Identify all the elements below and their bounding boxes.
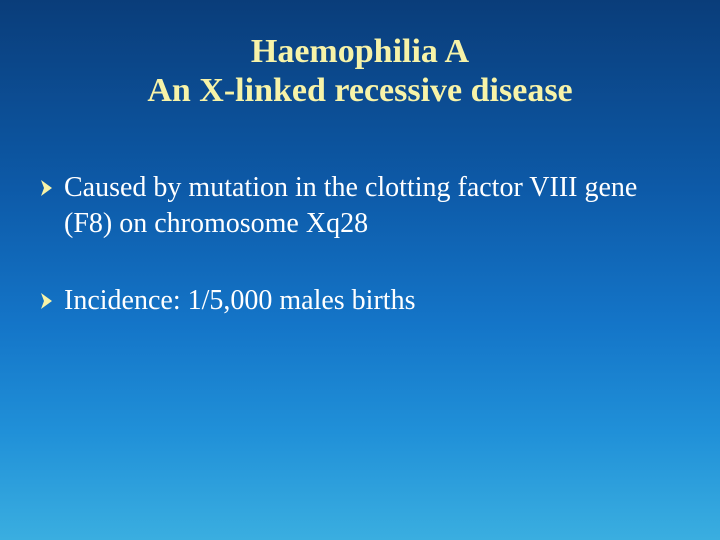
list-item: Incidence: 1/5,000 males births <box>38 283 670 319</box>
chevron-right-icon <box>38 291 58 311</box>
title-line-2: An X-linked recessive disease <box>0 71 720 110</box>
title-block: Haemophilia A An X-linked recessive dise… <box>0 32 720 110</box>
chevron-right-icon <box>38 178 58 198</box>
content-area: Caused by mutation in the clotting facto… <box>38 170 670 359</box>
title-line-1: Haemophilia A <box>0 32 720 71</box>
bullet-text: Incidence: 1/5,000 males births <box>64 283 670 319</box>
slide: Haemophilia A An X-linked recessive dise… <box>0 0 720 540</box>
list-item: Caused by mutation in the clotting facto… <box>38 170 670 243</box>
bullet-text: Caused by mutation in the clotting facto… <box>64 170 670 243</box>
